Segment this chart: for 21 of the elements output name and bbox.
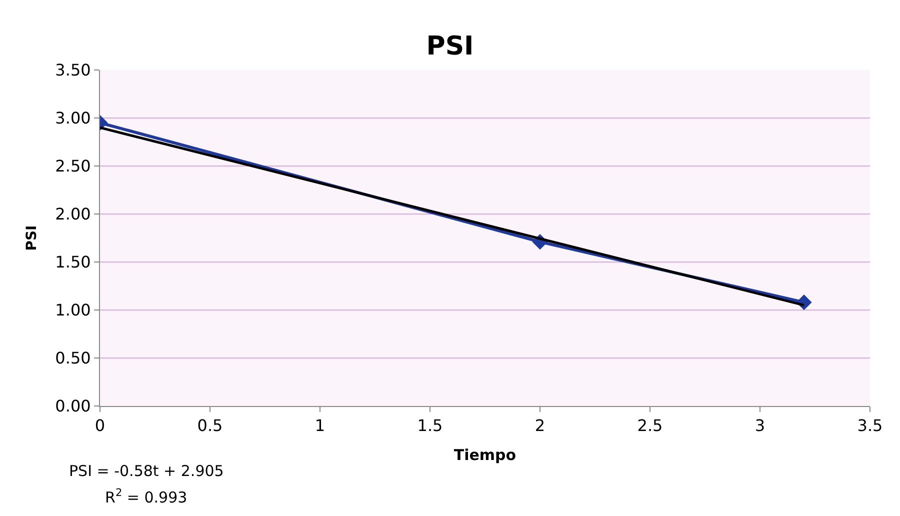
y-tick-label: 3.00 bbox=[55, 108, 91, 128]
text: R$^{2}$ = 0.993 bbox=[105, 487, 188, 506]
x-tick-label: 1.5 bbox=[417, 416, 443, 436]
y-tick-label: 0.00 bbox=[55, 396, 91, 416]
y-tick-label: 0.50 bbox=[55, 348, 91, 368]
x-tick-label: 3.5 bbox=[857, 416, 883, 436]
chart-title: PSI bbox=[426, 31, 474, 62]
y-tick-label: 1.00 bbox=[55, 300, 91, 320]
y-axis-title: PSI bbox=[24, 225, 40, 251]
x-tick-label: 0 bbox=[94, 416, 106, 436]
x-tick-label: 2.5 bbox=[637, 416, 663, 436]
y-tick-label: 2.00 bbox=[55, 204, 91, 224]
x-tick-label: 2 bbox=[534, 416, 546, 436]
y-tick-label: 2.50 bbox=[55, 156, 91, 176]
text: PSI = -0.58t + 2.905 bbox=[69, 462, 224, 480]
x-axis-title: Tiempo bbox=[454, 446, 516, 464]
y-tick-label: 3.50 bbox=[55, 60, 91, 80]
y-tick-label: 1.50 bbox=[55, 252, 91, 272]
x-tick-label: 3 bbox=[754, 416, 766, 436]
x-tick-label: 0.5 bbox=[197, 416, 223, 436]
x-tick-label: 1 bbox=[314, 416, 326, 436]
